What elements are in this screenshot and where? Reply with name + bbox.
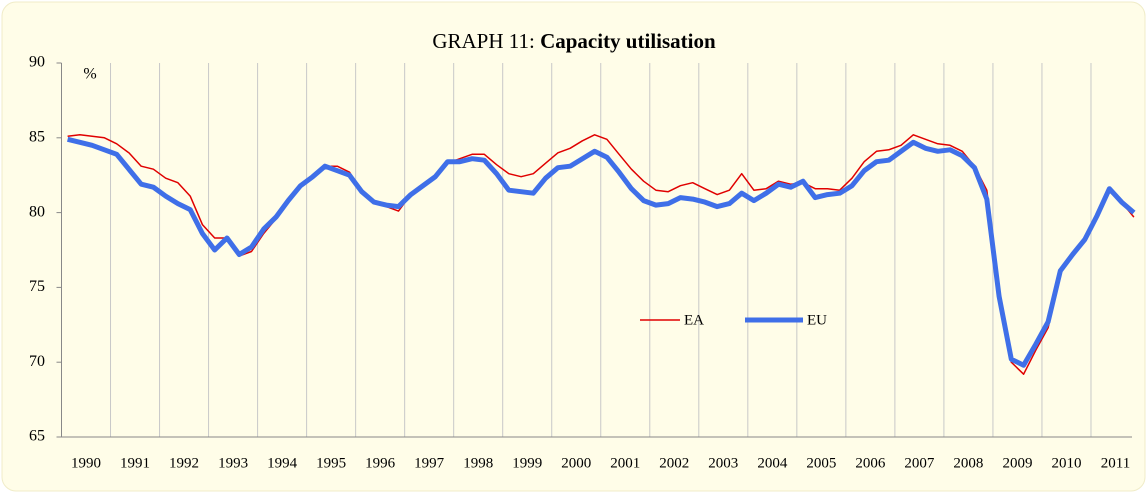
y-tick-label: 65 bbox=[29, 428, 45, 445]
x-tick-label: 2010 bbox=[1051, 455, 1081, 471]
x-tick-label: 2006 bbox=[855, 455, 886, 471]
y-tick-label: 85 bbox=[29, 128, 45, 145]
series-line bbox=[67, 136, 1136, 368]
series-line bbox=[67, 134, 1135, 375]
y-tick-label: 90 bbox=[29, 54, 45, 71]
x-tick-label: 2001 bbox=[610, 455, 640, 471]
x-tick-label: 2004 bbox=[757, 455, 788, 471]
x-tick-label: 1994 bbox=[267, 455, 298, 471]
x-tick-label: 1998 bbox=[463, 455, 493, 471]
x-tick-label: 2008 bbox=[953, 455, 983, 471]
x-tick-label: 2007 bbox=[904, 455, 935, 471]
x-tick-label: 1990 bbox=[71, 455, 101, 471]
y-tick-label: 70 bbox=[29, 353, 45, 370]
chart-title: GRAPH 11: Capacity utilisation bbox=[432, 29, 716, 53]
legend-label: EA bbox=[684, 312, 704, 328]
x-tick-label: 2011 bbox=[1101, 455, 1130, 471]
x-tick-label: 1991 bbox=[120, 455, 150, 471]
x-tick-label: 1997 bbox=[414, 455, 445, 471]
x-tick-label: 2009 bbox=[1002, 455, 1032, 471]
x-tick-label: 2000 bbox=[561, 455, 591, 471]
x-tick-label: 1995 bbox=[316, 455, 346, 471]
y-axis-unit: % bbox=[83, 66, 96, 83]
x-tick-label: 2002 bbox=[659, 455, 689, 471]
x-tick-label: 1993 bbox=[218, 455, 248, 471]
x-tick-label: 2005 bbox=[806, 455, 836, 471]
x-tick-label: 1999 bbox=[512, 455, 542, 471]
title-prefix: GRAPH 11: bbox=[432, 29, 535, 53]
x-tick-label: 2003 bbox=[708, 455, 738, 471]
x-tick-label: 1996 bbox=[365, 455, 396, 471]
title-main: Capacity utilisation bbox=[540, 29, 716, 53]
y-tick-label: 80 bbox=[29, 203, 45, 220]
y-tick-label: 75 bbox=[29, 278, 45, 295]
legend-label: EU bbox=[807, 312, 827, 328]
x-tick-label: 1992 bbox=[169, 455, 199, 471]
